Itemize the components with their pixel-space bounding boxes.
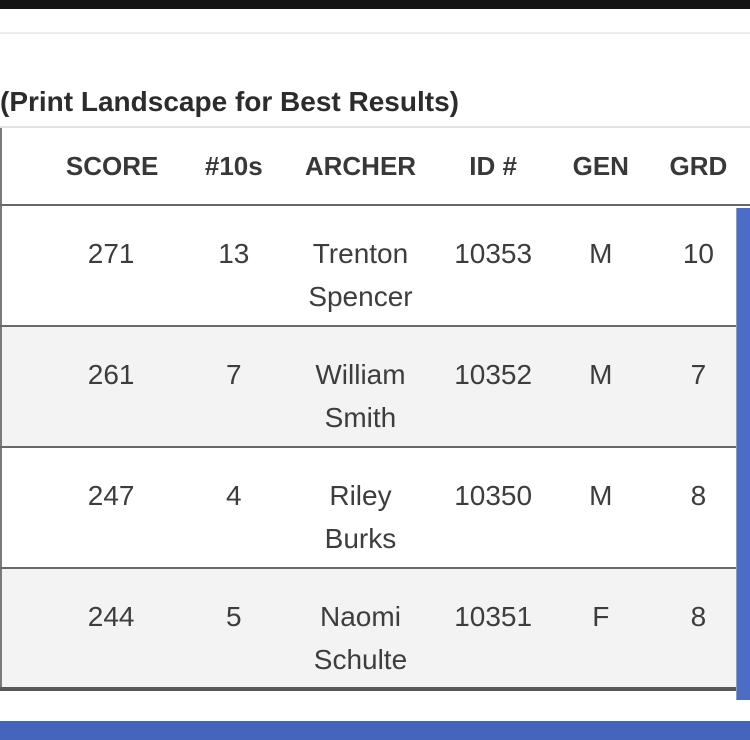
table-row: 247 4 Riley Burks 10350 M 8 bbox=[1, 447, 750, 568]
cell-archer: Riley Burks bbox=[324, 480, 397, 554]
table-scrollbar[interactable] bbox=[736, 208, 750, 700]
results-table: SCORE #10s ARCHER ID # GEN GRD 271 13 Tr… bbox=[0, 126, 750, 691]
cell-archer: William Smith bbox=[315, 359, 406, 433]
col-header-id: ID # bbox=[431, 127, 555, 205]
results-table-container: SCORE #10s ARCHER ID # GEN GRD 271 13 Tr… bbox=[0, 126, 750, 700]
cell-gen: M bbox=[589, 238, 613, 269]
cell-gen: F bbox=[592, 601, 610, 632]
cell-score: 271 bbox=[87, 238, 135, 269]
cell-grd: 8 bbox=[690, 480, 707, 511]
col-header-score: SCORE bbox=[1, 127, 179, 205]
cell-10s: 7 bbox=[226, 359, 242, 390]
cell-score: 244 bbox=[87, 601, 135, 632]
cell-gen: M bbox=[589, 359, 613, 390]
cell-id: 10350 bbox=[454, 480, 533, 511]
cell-score: 261 bbox=[87, 359, 135, 390]
cell-archer: Naomi Schulte bbox=[313, 601, 408, 675]
cell-id: 10352 bbox=[454, 359, 533, 390]
table-row: 271 13 Trenton Spencer 10353 M 10 bbox=[1, 205, 750, 326]
page-heading: (Print Landscape for Best Results) bbox=[0, 86, 459, 117]
cell-grd: 8 bbox=[690, 601, 707, 632]
cell-id: 10353 bbox=[454, 238, 533, 269]
next-section-header-bar bbox=[0, 721, 750, 740]
cell-archer: Trenton Spencer bbox=[308, 238, 413, 312]
cell-10s: 4 bbox=[226, 480, 242, 511]
cell-id: 10351 bbox=[454, 601, 533, 632]
cell-gen: M bbox=[589, 480, 613, 511]
cell-score: 247 bbox=[87, 480, 135, 511]
table-row: 261 7 William Smith 10352 M 7 bbox=[1, 326, 750, 447]
cell-10s: 13 bbox=[218, 238, 250, 269]
table-header-row: SCORE #10s ARCHER ID # GEN GRD bbox=[1, 127, 750, 205]
table-row: 244 5 Naomi Schulte 10351 F 8 bbox=[1, 568, 750, 689]
col-header-grd: GRD bbox=[646, 127, 750, 205]
col-header-archer: ARCHER bbox=[289, 127, 432, 205]
top-divider-line bbox=[0, 32, 750, 34]
cell-10s: 5 bbox=[226, 601, 242, 632]
col-header-10s: #10s bbox=[178, 127, 290, 205]
cell-grd: 10 bbox=[682, 238, 714, 269]
col-header-gen: GEN bbox=[554, 127, 647, 205]
top-status-bar bbox=[0, 0, 750, 9]
cell-grd: 7 bbox=[690, 359, 707, 390]
